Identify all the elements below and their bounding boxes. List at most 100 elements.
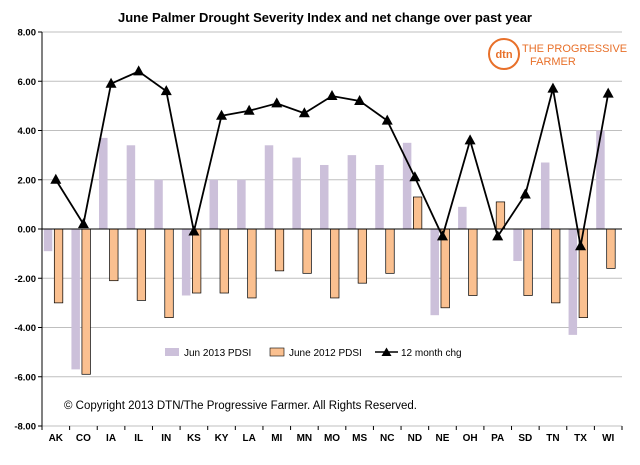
bar-june-2012-nc (385, 228, 395, 274)
x-tick-label-tx: TX (574, 433, 587, 444)
bar-jun-2013-tn (540, 162, 550, 229)
marker-nc (381, 114, 393, 125)
bar-jun-2013-nc (375, 164, 384, 229)
bar-jun-2013-wi (596, 130, 605, 229)
y-tick-label: 4.00 (18, 126, 37, 137)
marker-la (243, 104, 255, 115)
bar-jun-2013-ms (347, 155, 357, 229)
x-tick-label-tn: TN (546, 433, 559, 444)
bar-june-2012-ne (440, 228, 450, 309)
marker-sd (519, 188, 531, 199)
bar-june-2012-wi (606, 228, 616, 269)
legend-triangle-marker (381, 347, 392, 356)
marker-co (77, 218, 89, 229)
bar-june-2012-mo (330, 228, 340, 299)
marker-ia (105, 77, 117, 88)
x-tick-label-oh: OH (463, 433, 478, 444)
x-tick-label-ia: IA (106, 433, 116, 444)
bar-june-2012-mn (302, 228, 312, 274)
bar-june-2012-ms (357, 228, 367, 284)
dtn-badge (488, 38, 520, 70)
x-tick-label-la: LA (242, 433, 255, 444)
x-tick-label-nc: NC (380, 433, 394, 444)
y-tick-label: -8.00 (14, 422, 36, 433)
y-tick-label: 0.00 (18, 225, 37, 236)
bar-june-2012-ia (109, 228, 119, 282)
dtn-badge-text: dtn (495, 49, 512, 61)
x-tick-label-ks: KS (187, 433, 201, 444)
marker-ak (50, 173, 62, 184)
bar-jun-2013-ak (43, 229, 53, 252)
bar-june-2012-oh (468, 228, 478, 296)
marker-il (133, 65, 145, 76)
marker-oh (464, 134, 476, 145)
legend-label-12-month-chg: 12 month chg (401, 348, 462, 359)
y-tick-label: 2.00 (18, 175, 37, 186)
marker-tx (575, 240, 587, 251)
bar-june-2012-ks (192, 228, 202, 294)
bars (43, 130, 616, 375)
bar-jun-2013-ia (99, 137, 108, 229)
bar-jun-2013-la (237, 179, 246, 229)
bar-jun-2013-mi (264, 145, 274, 229)
x-tick-label-co: CO (76, 433, 91, 444)
y-tick-label: -4.00 (14, 323, 36, 334)
bar-june-2012-il (136, 228, 147, 301)
y-tick-label: 8.00 (18, 28, 37, 39)
bar-jun-2013-ky (209, 179, 219, 229)
bar-june-2012-la (247, 228, 257, 299)
x-tick-label-mo: MO (324, 433, 340, 444)
x-tick-label-ky: KY (215, 433, 229, 444)
marker-ks (188, 225, 200, 236)
change-line-series (50, 65, 614, 251)
bar-jun-2013-tx (568, 229, 578, 335)
legend: Jun 2013 PDSI June 2012 PDSI 12 month ch… (165, 347, 462, 359)
logo-line-1: THE PROGRESSIVE (522, 43, 627, 55)
bar-june-2012-tn (551, 228, 561, 304)
marker-mi (271, 97, 283, 108)
marker-ky (216, 109, 228, 120)
bar-june-2012-mi (274, 228, 285, 272)
bar-jun-2013-ne (430, 229, 439, 316)
marker-ne (436, 230, 448, 241)
y-tick-label: -2.00 (14, 274, 36, 285)
x-axis-ticks: AK CO IA IL IN KS KY LA MI MN MO MS NC ND NE OH PA SD TN TX… (41, 426, 623, 444)
chart-title: June Palmer Drought Severity Index and n… (118, 10, 532, 25)
x-tick-label-nd: ND (408, 433, 422, 444)
x-tick-label-il: IL (134, 433, 143, 444)
marker-mn (298, 107, 310, 118)
x-tick-label-mi: MI (271, 433, 282, 444)
bar-june-2012-co (81, 228, 91, 375)
bar-jun-2013-nd (402, 142, 412, 229)
bar-june-2012-ak (53, 228, 64, 304)
legend-swatch-jun-2013 (165, 348, 179, 356)
legend-swatch-june-2012 (269, 347, 285, 357)
marker-tn (547, 82, 559, 93)
legend-label-june-2012: June 2012 PDSI (289, 348, 362, 359)
marker-ms (354, 94, 366, 105)
bar-june-2012-nd (413, 196, 423, 230)
x-tick-label-in: IN (161, 433, 171, 444)
bar-jun-2013-co (71, 229, 80, 370)
marker-pa (492, 230, 504, 241)
bar-jun-2013-mn (292, 157, 301, 229)
x-tick-label-ne: NE (436, 433, 450, 444)
bar-jun-2013-ks (181, 229, 191, 296)
bar-jun-2013-oh (458, 206, 467, 229)
x-tick-label-mn: MN (297, 433, 313, 444)
copyright-annotation: © Copyright 2013 DTN/The Progressive Far… (64, 400, 417, 412)
bar-june-2012-ky (219, 228, 229, 294)
y-axis-ticks: 8.00 6.00 4.00 2.00 0.00 -2.00 -4.00 -6.00 -8.00 (14, 28, 42, 433)
progressive-farmer-logo: dtn THE PROGRESSIVE FARMER (488, 38, 627, 70)
x-tick-label-pa: PA (491, 433, 504, 444)
legend-label-jun-2013: Jun 2013 PDSI (184, 348, 251, 359)
bar-jun-2013-sd (513, 229, 522, 262)
x-tick-label-wi: WI (602, 433, 614, 444)
bar-jun-2013-in (154, 179, 163, 229)
bar-june-2012-pa (495, 201, 506, 230)
bar-jun-2013-mo (320, 164, 329, 229)
bar-jun-2013-il (126, 145, 136, 229)
bar-june-2012-sd (523, 228, 533, 296)
